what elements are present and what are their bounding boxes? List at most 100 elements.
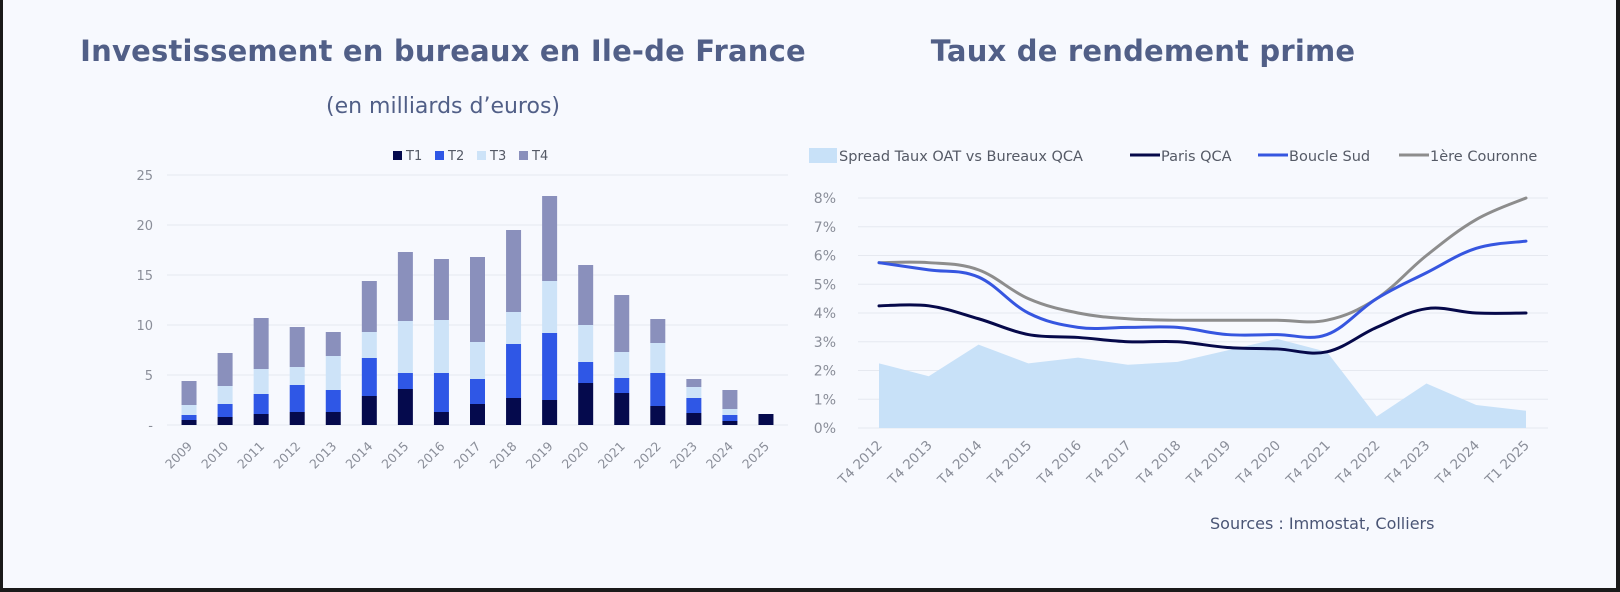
legend-label-t1: T1: [405, 149, 422, 164]
dashboard-frame: Investissement en bureaux en Ile-de Fran…: [3, 0, 1616, 588]
bar-segment-t1-2017: [470, 404, 485, 425]
legend-label-t4: T4: [531, 149, 548, 164]
bar-segment-t1-2009: [181, 420, 197, 425]
bar-segment-t3-2015: [397, 321, 413, 373]
line-chart-legend: Spread Taux OAT vs Bureaux QCA Paris QCA B…: [809, 148, 1537, 165]
x-tick-label: T4 2013: [884, 438, 935, 489]
bar-segment-t4-2023: [686, 379, 702, 387]
bar-segment-t3-2012: [289, 367, 305, 385]
bar-segment-t1-2018: [506, 398, 522, 425]
bar-segment-t1-2014: [361, 396, 377, 425]
x-tick-label: T4 2012: [835, 438, 886, 489]
bar-segment-t1-2019: [542, 400, 558, 425]
bar-segment-t1-2023: [686, 413, 702, 425]
bar-segment-t2-2010: [217, 404, 233, 417]
line-chart-spread-area: [879, 338, 1526, 428]
bar-segment-t3-2023: [686, 387, 702, 398]
right-chart-title: Taux de rendement prime: [930, 34, 1356, 68]
bar-segment-t1-2012: [289, 412, 305, 425]
bar-segment-t2-2022: [650, 373, 666, 406]
y-tick-label: 5%: [814, 277, 836, 293]
bar-segment-t3-2022: [650, 343, 666, 373]
x-tick-label: T4 2019: [1183, 438, 1234, 489]
bar-segment-t4-2017: [470, 257, 485, 342]
y-tick-label: 1%: [814, 392, 836, 408]
y-tick-label: 7%: [814, 220, 836, 236]
legend-label-t3: T3: [489, 149, 506, 164]
bar-chart-legend: T1 T2 T3 T4: [393, 149, 548, 164]
y-tick-label: 10: [136, 319, 153, 334]
bar-chart-bars: [181, 196, 774, 425]
spread-area: [879, 338, 1526, 428]
bar-segment-t2-2012: [289, 385, 305, 412]
x-tick-label: T4 2023: [1382, 438, 1433, 489]
bar-segment-t1-2021: [614, 393, 630, 425]
legend-swatch-t4: [519, 151, 528, 160]
y-tick-label: 2%: [814, 364, 836, 380]
x-tick-label: T4 2014: [934, 438, 985, 489]
x-tick-label: T4 2015: [984, 438, 1035, 489]
bar-segment-t3-2019: [542, 281, 558, 333]
bar-segment-t1-2024: [722, 421, 738, 425]
x-tick-label: T4 2016: [1034, 438, 1085, 489]
legend-swatch-t2: [435, 151, 444, 160]
bar-segment-t4-2014: [361, 281, 377, 332]
bar-segment-t1-2020: [578, 383, 594, 425]
series-line-1-re-couronne: [877, 196, 1528, 324]
bar-segment-t2-2023: [686, 398, 702, 413]
x-tick-label: T1 2025: [1482, 438, 1533, 489]
bar-segment-t3-2009: [181, 405, 197, 415]
bar-segment-t2-2013: [325, 390, 341, 412]
bar-segment-t4-2013: [325, 332, 341, 356]
y-tick-label: -: [148, 419, 153, 434]
bar-segment-t4-2015: [397, 252, 413, 321]
bar-segment-t4-2011: [253, 318, 269, 369]
x-tick-label: T4 2022: [1332, 438, 1383, 489]
bar-segment-t2-2024: [722, 415, 738, 421]
bar-segment-t4-2019: [542, 196, 558, 281]
bar-segment-t2-2016: [433, 373, 449, 412]
bar-segment-t2-2018: [506, 344, 522, 398]
y-tick-label: 5: [145, 369, 153, 384]
source-note: Sources : Immostat, Colliers: [1210, 514, 1435, 533]
bar-segment-t3-2020: [578, 325, 594, 362]
bar-chart-y-axis: - 5 10 15 20 25: [136, 169, 153, 434]
legend-swatch-t3: [477, 151, 486, 160]
bar-segment-t3-2024: [722, 409, 738, 415]
bar-segment-t2-2009: [181, 415, 197, 420]
line-chart-series: [877, 196, 1528, 355]
y-tick-label: 8%: [814, 191, 836, 207]
bar-segment-t3-2021: [614, 352, 630, 378]
bar-segment-t4-2009: [181, 381, 197, 405]
y-tick-label: 6%: [814, 249, 836, 265]
legend-swatch-t1: [393, 151, 402, 160]
series-line-boucle-sud: [877, 239, 1528, 339]
y-tick-label: 25: [136, 169, 153, 184]
yield-line-chart: Spread Taux OAT vs Bureaux QCA Paris QCA B…: [809, 148, 1548, 489]
bar-segment-t4-2024: [722, 390, 738, 409]
bar-segment-t4-2012: [289, 327, 305, 367]
bar-segment-t1-2016: [433, 412, 449, 425]
bar-segment-t4-2018: [506, 230, 522, 312]
bar-segment-t1-2022: [650, 406, 666, 425]
left-chart-title: Investissement en bureaux en Ile-de Fran…: [80, 34, 806, 68]
bar-segment-t3-2013: [325, 356, 341, 390]
bar-segment-t2-2020: [578, 362, 594, 383]
bar-segment-t1-2025: [758, 414, 774, 425]
legend-label-spread: Spread Taux OAT vs Bureaux QCA: [839, 149, 1083, 165]
line-chart-x-axis: T4 2012 T4 2013 T4 2014 T4 2015 T4 2016 T4 20…: [835, 438, 1533, 489]
bar-segment-t2-2011: [253, 394, 269, 414]
bar-segment-t3-2018: [506, 312, 522, 344]
bar-segment-t2-2019: [542, 333, 558, 400]
x-tick-label: T4 2017: [1083, 438, 1134, 489]
y-tick-label: 0%: [814, 421, 836, 437]
legend-label-paris-qca: Paris QCA: [1161, 149, 1232, 165]
bar-segment-t4-2021: [614, 295, 630, 352]
bar-segment-t3-2010: [217, 386, 233, 404]
legend-swatch-spread: [809, 148, 837, 163]
legend-label-boucle-sud: Boucle Sud: [1289, 149, 1370, 165]
y-tick-label: 20: [136, 219, 153, 234]
bar-segment-t3-2014: [361, 332, 377, 358]
line-chart-y-axis: 0% 1% 2% 3% 4% 5% 6% 7% 8%: [814, 191, 836, 437]
